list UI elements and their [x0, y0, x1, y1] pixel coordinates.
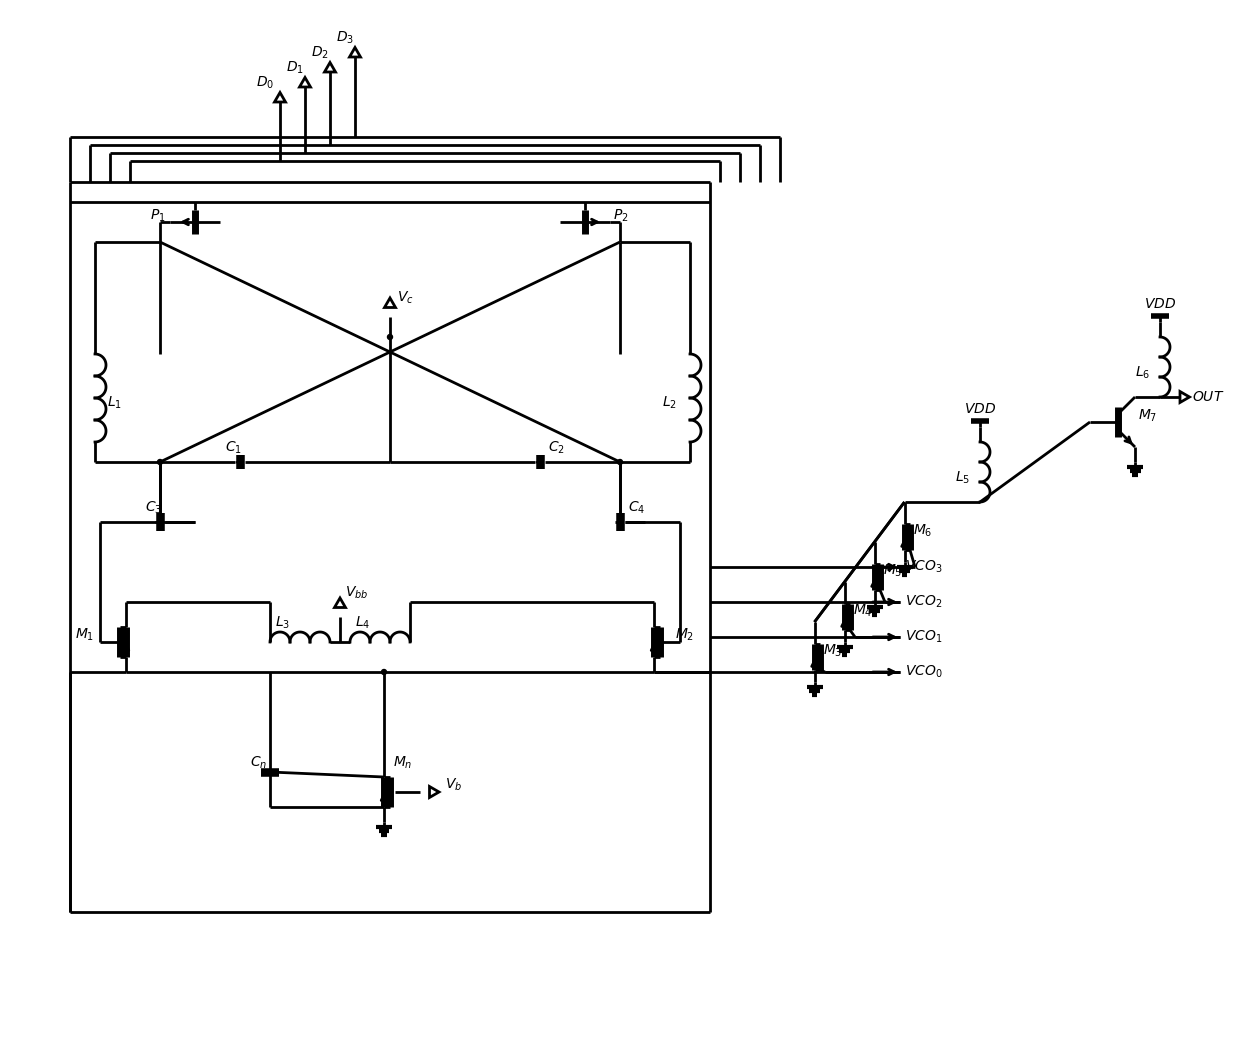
- Text: $D_3$: $D_3$: [336, 29, 355, 46]
- Circle shape: [618, 460, 622, 465]
- Text: $C_3$: $C_3$: [145, 500, 162, 517]
- Text: $D_0$: $D_0$: [255, 75, 274, 91]
- Text: $VDD$: $VDD$: [963, 402, 996, 416]
- Text: $M_6$: $M_6$: [913, 523, 932, 540]
- Text: $M_3$: $M_3$: [823, 643, 842, 660]
- Circle shape: [157, 520, 162, 524]
- Text: $VDD$: $VDD$: [1145, 297, 1176, 311]
- Text: $P_2$: $P_2$: [613, 208, 629, 224]
- Text: $VCO_1$: $VCO_1$: [905, 629, 942, 645]
- Text: $M_5$: $M_5$: [883, 563, 903, 579]
- Text: $M_n$: $M_n$: [393, 755, 413, 771]
- Text: $M_2$: $M_2$: [675, 627, 694, 643]
- Circle shape: [618, 520, 622, 524]
- Text: $L_6$: $L_6$: [1135, 365, 1151, 381]
- Text: $VCO_0$: $VCO_0$: [905, 664, 942, 680]
- Text: $V_c$: $V_c$: [397, 290, 414, 306]
- Text: $M_1$: $M_1$: [74, 627, 94, 643]
- Text: $D_2$: $D_2$: [311, 45, 329, 61]
- Circle shape: [157, 460, 162, 465]
- Text: $D_1$: $D_1$: [286, 59, 304, 76]
- Text: $VCO_2$: $VCO_2$: [905, 594, 942, 611]
- Text: $C_2$: $C_2$: [548, 440, 565, 456]
- Text: $V_{bb}$: $V_{bb}$: [345, 585, 368, 601]
- Text: $OUT$: $OUT$: [1192, 390, 1224, 404]
- Text: $L_4$: $L_4$: [355, 615, 371, 631]
- Text: $V_b$: $V_b$: [445, 777, 463, 793]
- Text: $L_5$: $L_5$: [955, 470, 970, 487]
- Circle shape: [387, 334, 393, 340]
- Text: $VCO_3$: $VCO_3$: [905, 559, 942, 575]
- Circle shape: [382, 670, 387, 674]
- Text: $C_1$: $C_1$: [224, 440, 242, 456]
- Text: $L_2$: $L_2$: [662, 395, 677, 412]
- Text: $L_1$: $L_1$: [107, 395, 122, 412]
- Text: $M_7$: $M_7$: [1138, 408, 1157, 424]
- Text: $L_3$: $L_3$: [275, 615, 290, 631]
- Text: $C_n$: $C_n$: [250, 755, 267, 771]
- Text: $P_1$: $P_1$: [150, 208, 166, 224]
- Text: $C_4$: $C_4$: [627, 500, 645, 517]
- Text: $M_4$: $M_4$: [853, 603, 873, 619]
